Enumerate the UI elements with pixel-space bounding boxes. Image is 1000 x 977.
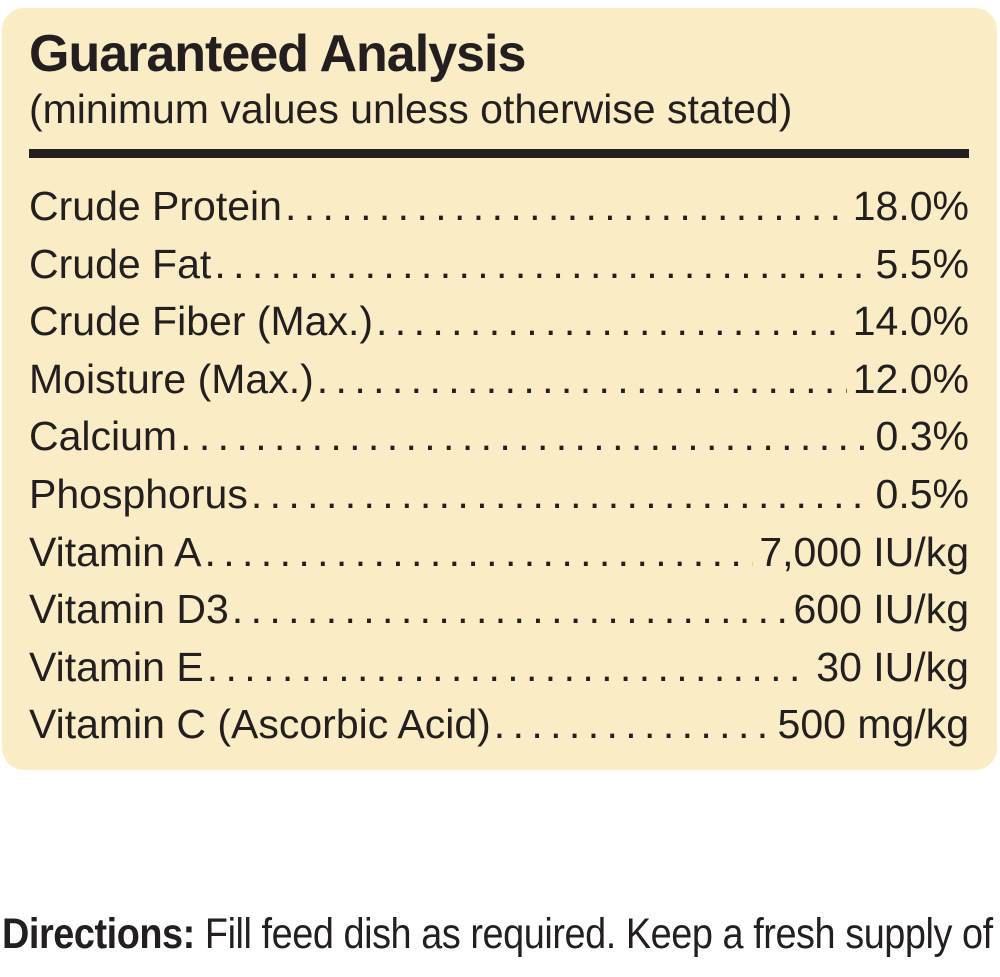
- nutrient-value: 30 IU/kg: [816, 643, 969, 690]
- nutrient-value: 5.5%: [875, 240, 969, 287]
- analysis-row: Calcium 0.3%: [29, 408, 969, 466]
- nutrient-label: Moisture (Max.): [29, 355, 314, 402]
- analysis-row: Crude Protein 18.0%: [29, 178, 969, 236]
- nutrient-value: 18.0%: [852, 183, 969, 229]
- analysis-row: Phosphorus 0.5%: [29, 466, 969, 524]
- nutrient-value: 7,000 IU/kg: [759, 528, 969, 575]
- analysis-rows: Crude Protein 18.0% Crude Fat 5.5% Crude…: [29, 178, 969, 754]
- analysis-row: Crude Fiber (Max.) 14.0%: [29, 293, 969, 351]
- dot-leader: [317, 351, 847, 409]
- panel-subtitle: (minimum values unless otherwise stated): [29, 86, 793, 132]
- analysis-row: Vitamin C (Ascorbic Acid) 500 mg/kg: [29, 696, 969, 754]
- analysis-row: Vitamin A 7,000 IU/kg: [29, 524, 969, 582]
- analysis-row: Vitamin D3 600 IU/kg: [29, 581, 969, 639]
- analysis-row: Moisture (Max.) 12.0%: [29, 351, 969, 409]
- divider-rule: [29, 149, 969, 158]
- nutrient-label: Crude Fiber (Max.): [29, 298, 374, 345]
- nutrient-label: Calcium: [29, 413, 178, 460]
- directions-paragraph: Directions: Fill feed dish as required. …: [2, 899, 998, 977]
- nutrient-value: 12.0%: [852, 355, 969, 402]
- directions-heading: Directions:: [2, 910, 195, 958]
- analysis-row: Crude Fat 5.5%: [29, 236, 969, 294]
- guaranteed-analysis-panel: Guaranteed Analysis (minimum values unle…: [2, 8, 997, 770]
- panel-title: Guaranteed Analysis: [29, 25, 526, 83]
- analysis-row: Vitamin E 30 IU/kg: [29, 639, 969, 697]
- directions-body: Fill feed dish as required. Keep a fresh…: [204, 910, 993, 958]
- dot-leader: [376, 293, 847, 351]
- dot-leader: [214, 236, 869, 294]
- dot-leader: [180, 408, 869, 466]
- nutrient-value: 600 IU/kg: [793, 586, 970, 633]
- nutrient-label: Vitamin E: [29, 643, 204, 690]
- nutrient-value: 500 mg/kg: [777, 701, 969, 748]
- nutrient-label: Phosphorus: [29, 470, 248, 517]
- dot-leader: [251, 466, 870, 524]
- nutrient-label: Vitamin D3: [29, 586, 229, 633]
- dot-leader: [285, 178, 847, 236]
- dot-leader: [232, 581, 788, 639]
- nutrient-label: Crude Protein: [29, 183, 282, 229]
- nutrient-label: Crude Fat: [29, 240, 212, 287]
- dot-leader: [207, 639, 811, 697]
- nutrient-value: 14.0%: [852, 298, 969, 345]
- dot-leader: [494, 696, 772, 754]
- nutrient-label: Vitamin A: [29, 528, 202, 575]
- nutrient-label: Vitamin C (Ascorbic Acid): [29, 701, 491, 748]
- dot-leader: [204, 524, 753, 582]
- nutrient-value: 0.3%: [875, 413, 969, 460]
- nutrient-value: 0.5%: [875, 470, 969, 517]
